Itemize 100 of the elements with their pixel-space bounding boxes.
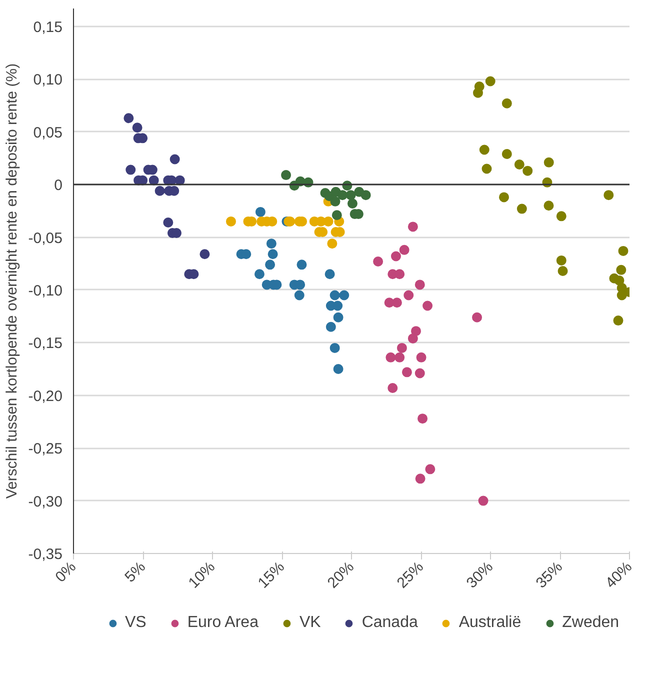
point [408, 222, 418, 232]
point [324, 269, 335, 280]
y-tick-label: -0,10 [28, 282, 63, 300]
x-tick-label: 5% [122, 558, 150, 586]
point [604, 190, 614, 200]
point [126, 164, 136, 175]
point [327, 238, 338, 249]
point [294, 290, 304, 300]
point [394, 269, 405, 280]
point [558, 266, 568, 276]
point [502, 148, 512, 159]
point [265, 260, 276, 270]
point [330, 196, 340, 206]
point [522, 166, 533, 176]
legend-label: Canada [362, 614, 418, 632]
point [281, 170, 292, 180]
point [613, 316, 624, 326]
point [516, 204, 527, 214]
point [479, 144, 490, 155]
point [339, 290, 350, 300]
legend-label: Zweden [562, 614, 620, 632]
point [392, 298, 402, 308]
legend-label: VS [124, 614, 146, 632]
point [333, 364, 344, 374]
point [330, 290, 340, 300]
point [332, 210, 342, 220]
point [416, 352, 426, 362]
y-tick-label: 0,15 [33, 18, 63, 36]
point [618, 246, 628, 256]
x-tick-label: 30% [463, 558, 497, 592]
y-tick-label: 0,05 [33, 124, 63, 142]
point [402, 367, 412, 378]
y-tick-label: -0,05 [28, 230, 63, 247]
point [472, 88, 483, 98]
point [148, 175, 159, 186]
point [373, 256, 384, 266]
point [330, 342, 340, 353]
point [124, 113, 134, 124]
y-tick-label: -0,30 [28, 493, 63, 510]
legend-label: Euro Area [187, 614, 258, 632]
point [386, 352, 396, 362]
y-tick-label: -0,25 [28, 440, 63, 458]
point [296, 260, 307, 270]
point [514, 160, 524, 170]
x-tick-label: 15% [254, 558, 288, 592]
x-tick-label: 35% [532, 558, 566, 592]
x-tick-label: 10% [185, 558, 219, 592]
y-axis-title: Verschil tussen kortlopende overnight rente en deposito rente (%) [3, 63, 20, 499]
point [332, 300, 343, 311]
point [425, 464, 436, 474]
point [163, 218, 174, 228]
point [132, 122, 142, 133]
point [388, 383, 398, 393]
point [174, 175, 185, 186]
x-tick-label: 40% [602, 558, 636, 592]
point [347, 198, 358, 209]
point [254, 269, 264, 280]
point [502, 98, 512, 108]
point [154, 186, 165, 196]
point [266, 238, 276, 249]
point [394, 352, 405, 362]
point [333, 312, 344, 322]
point [472, 312, 482, 322]
point [414, 280, 425, 290]
point [616, 290, 627, 300]
point [337, 190, 348, 200]
point [556, 255, 566, 266]
point [616, 264, 626, 275]
y-tick-label: 0,10 [33, 72, 63, 89]
point [485, 76, 496, 86]
point [170, 154, 180, 164]
point [482, 164, 492, 174]
point [544, 157, 554, 168]
point [408, 333, 418, 344]
point [360, 190, 371, 200]
point [404, 290, 414, 300]
point [399, 244, 410, 255]
point [410, 326, 421, 336]
point [498, 192, 509, 202]
point [414, 368, 425, 378]
point [478, 496, 488, 506]
point [326, 322, 336, 332]
point [255, 206, 266, 217]
legend-label: VK [299, 614, 321, 632]
y-tick-label: -0,20 [28, 388, 63, 405]
point [323, 216, 334, 226]
point [346, 190, 356, 200]
point [390, 251, 401, 262]
point [418, 414, 428, 424]
point [422, 300, 433, 311]
y-tick-label: 0 [54, 177, 62, 194]
point [200, 249, 210, 260]
point [544, 200, 554, 211]
point [226, 216, 236, 226]
legend-label: Australië [458, 614, 522, 632]
point [415, 474, 426, 484]
point [556, 211, 566, 222]
point [268, 249, 278, 260]
y-tick-label: -0,15 [28, 335, 63, 352]
point [396, 342, 407, 353]
